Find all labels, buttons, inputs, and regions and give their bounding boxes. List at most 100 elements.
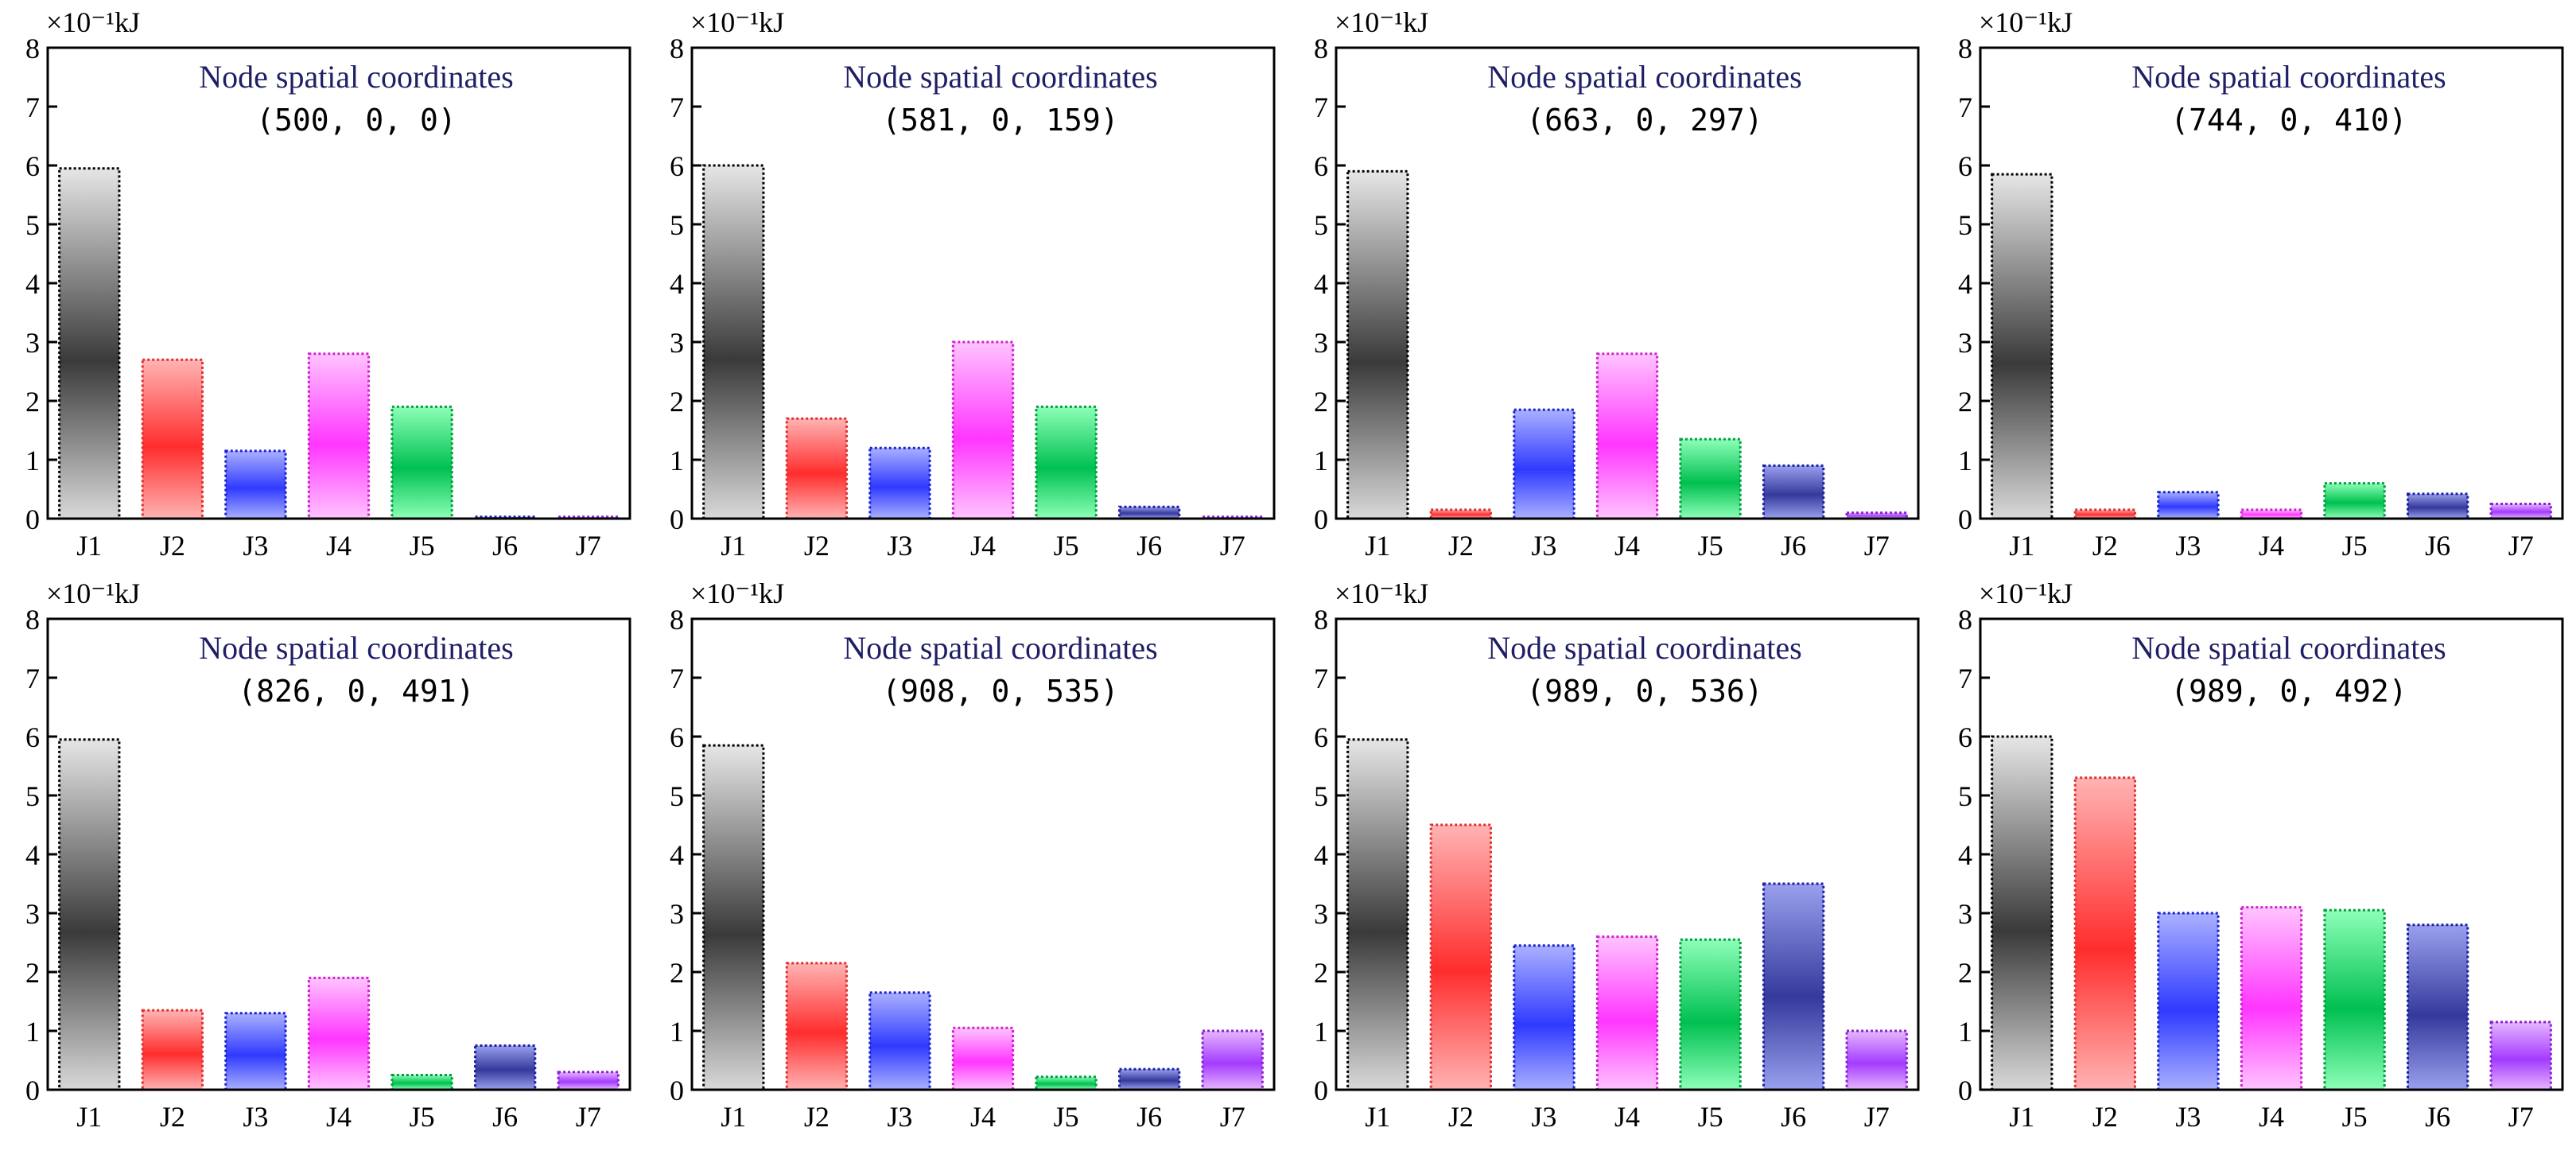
y-tick-label: 7	[1314, 91, 1328, 123]
chart-panel: ×10⁻¹kJ 0 1 2 3 4 5 6 7 8 J1 J2 J3 J4 J5 J6 J7 Node spati…	[0, 0, 644, 573]
y-tick-label: 6	[670, 150, 684, 182]
x-tick-label: J2	[804, 530, 830, 562]
x-tick-label: J2	[2092, 1101, 2118, 1133]
y-tick-label: 4	[25, 839, 40, 871]
chart-title: Node spatial coordinates	[199, 59, 513, 95]
y-tick-label: 2	[1958, 957, 1972, 989]
bar-j7	[1201, 1029, 1264, 1091]
y-tick-label: 5	[1958, 780, 1972, 812]
y-unit-label: ×10⁻¹kJ	[1979, 577, 2073, 609]
y-tick-label: 1	[670, 1016, 684, 1048]
x-tick-label: J1	[1365, 530, 1390, 562]
x-tick-label: J2	[2092, 530, 2118, 562]
chart-svg: ×10⁻¹kJ 0 1 2 3 4 5 6 7 8 J1 J2 J3 J4 J5 J6 J7 Node spati…	[1958, 577, 2564, 1133]
bar-j7	[2489, 503, 2552, 520]
x-tick-label: J2	[804, 1101, 830, 1133]
bar-j6	[1762, 882, 1825, 1091]
x-tick-label: J6	[492, 530, 518, 562]
bar-j2	[1429, 508, 1493, 520]
node-coordinates: (663, 0, 297)	[1526, 103, 1762, 138]
y-tick-label: 7	[1958, 91, 1972, 123]
bar-j3	[1513, 944, 1576, 1091]
chart-svg: ×10⁻¹kJ 0 1 2 3 4 5 6 7 8 J1 J2 J3 J4 J5 J6 J7 Node spati…	[25, 577, 631, 1133]
y-tick-label: 1	[1958, 1016, 1972, 1048]
x-tick-label: J7	[1220, 530, 1245, 562]
x-tick-label: J4	[2259, 530, 2284, 562]
x-tick-label: J3	[243, 1101, 268, 1133]
chart-title: Node spatial coordinates	[2131, 59, 2446, 95]
bar-j3	[2157, 912, 2220, 1091]
x-tick-label: J4	[2259, 1101, 2284, 1133]
y-tick-label: 0	[1314, 504, 1328, 535]
plot-frame	[690, 46, 1276, 520]
y-tick-label: 2	[1314, 386, 1328, 418]
y-tick-label: 7	[670, 663, 684, 694]
x-tick-label: J5	[410, 530, 435, 562]
y-tick-label: 6	[1958, 721, 1972, 753]
chart-title: Node spatial coordinates	[843, 59, 1157, 95]
plot-frame	[1335, 46, 1920, 520]
plot-frame	[46, 46, 631, 520]
y-unit-label: ×10⁻¹kJ	[46, 577, 140, 609]
chart-svg: ×10⁻¹kJ 0 1 2 3 4 5 6 7 8 J1 J2 J3 J4 J5 J6 J7 Node spati…	[670, 6, 1276, 562]
node-coordinates: (581, 0, 159)	[882, 103, 1118, 138]
x-tick-label: J1	[721, 1101, 746, 1133]
bar-j4	[1595, 935, 1659, 1091]
bar-j5	[1035, 405, 1098, 520]
y-unit-label: ×10⁻¹kJ	[690, 577, 784, 609]
y-unit-label: ×10⁻¹kJ	[1335, 6, 1428, 38]
bar-j5	[2323, 908, 2386, 1091]
x-tick-label: J6	[1781, 530, 1806, 562]
bar-j5	[2323, 482, 2386, 520]
plot-frame	[1979, 46, 2564, 520]
x-tick-label: J6	[2425, 530, 2450, 562]
bar-j6	[2406, 924, 2469, 1091]
y-tick-label: 3	[670, 327, 684, 359]
y-tick-label: 3	[1314, 327, 1328, 359]
x-tick-label: J5	[1698, 1101, 1723, 1133]
x-tick-label: J1	[2009, 1101, 2034, 1133]
bar-j1	[58, 738, 121, 1091]
chart-title: Node spatial coordinates	[2131, 630, 2446, 666]
y-tick-label: 7	[25, 663, 40, 694]
y-tick-label: 0	[670, 1075, 684, 1106]
y-tick-label: 2	[1958, 386, 1972, 418]
bar-j3	[224, 1012, 287, 1091]
bar-j1	[702, 164, 765, 520]
bar-j5	[390, 405, 453, 520]
y-tick-label: 2	[670, 957, 684, 989]
x-tick-label: J3	[1531, 530, 1556, 562]
node-coordinates: (500, 0, 0)	[256, 103, 457, 138]
y-unit-label: ×10⁻¹kJ	[690, 6, 784, 38]
y-tick-label: 2	[25, 386, 40, 418]
bar-j4	[307, 976, 371, 1091]
y-tick-label: 7	[670, 91, 684, 123]
y-tick-label: 0	[1958, 1075, 1972, 1106]
bar-j4	[951, 340, 1015, 520]
y-tick-label: 0	[1958, 504, 1972, 535]
y-tick-label: 3	[25, 327, 40, 359]
chart-title: Node spatial coordinates	[1487, 59, 1801, 95]
bar-j4	[1595, 352, 1659, 520]
y-tick-label: 4	[1314, 268, 1328, 300]
y-tick-label: 7	[1958, 663, 1972, 694]
bar-j1	[702, 744, 765, 1091]
y-tick-label: 5	[670, 209, 684, 241]
y-tick-label: 8	[670, 604, 684, 636]
y-tick-label: 1	[1958, 445, 1972, 476]
bar-j3	[2157, 491, 2220, 520]
chart-panel: ×10⁻¹kJ 0 1 2 3 4 5 6 7 8 J1 J2 J3 J4 J5 J6 J7 Node spati…	[1288, 0, 1933, 573]
y-unit-label: ×10⁻¹kJ	[1979, 6, 2073, 38]
y-tick-label: 1	[25, 1016, 40, 1048]
x-tick-label: J5	[1698, 530, 1723, 562]
bar-j2	[2073, 508, 2137, 520]
y-tick-label: 4	[670, 268, 684, 300]
chart-panel: ×10⁻¹kJ 0 1 2 3 4 5 6 7 8 J1 J2 J3 J4 J5 J6 J7 Node spati…	[1933, 571, 2576, 1144]
x-tick-label: J1	[76, 530, 102, 562]
y-tick-label: 3	[25, 898, 40, 930]
bar-j5	[1035, 1075, 1098, 1091]
y-tick-label: 7	[1314, 663, 1328, 694]
chart-svg: ×10⁻¹kJ 0 1 2 3 4 5 6 7 8 J1 J2 J3 J4 J5 J6 J7 Node spati…	[1958, 6, 2564, 562]
y-tick-label: 3	[670, 898, 684, 930]
x-tick-label: J5	[1054, 1101, 1079, 1133]
